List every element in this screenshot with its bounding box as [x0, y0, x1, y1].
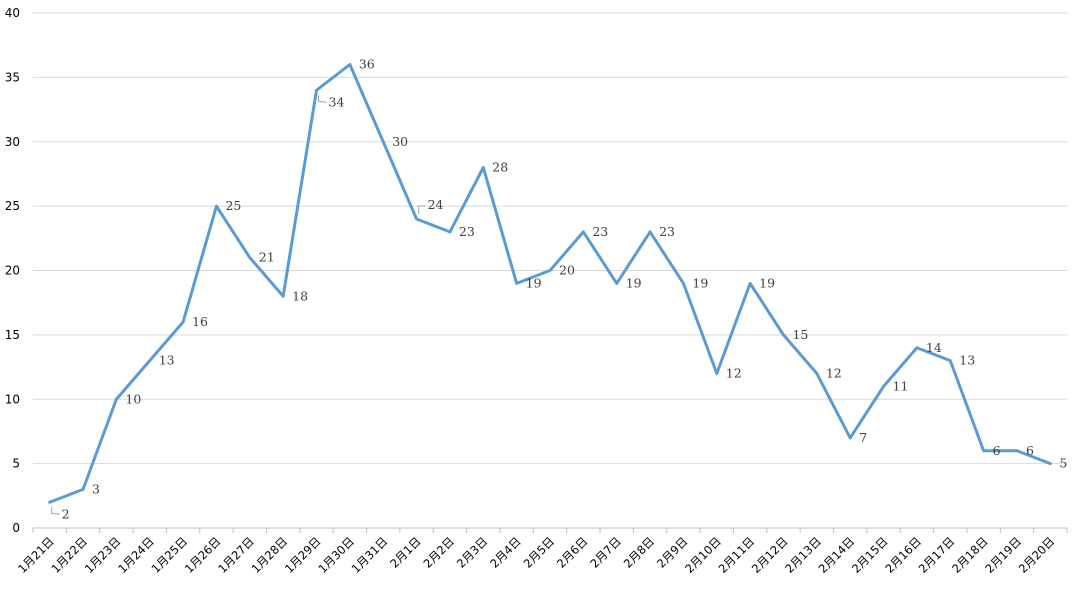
data-label: 6 [1026, 443, 1034, 458]
x-tick-label: 2月5日 [521, 534, 558, 571]
data-label: 15 [792, 327, 808, 342]
data-label: 11 [893, 378, 909, 393]
data-label: 19 [759, 275, 775, 290]
x-tick-label: 2月12日 [749, 534, 791, 576]
x-tick-label: 1月31日 [349, 534, 391, 576]
y-tick-label: 40 [5, 6, 20, 20]
series-line [48, 63, 1052, 504]
x-tick-label: 1月26日 [182, 534, 224, 576]
y-axis-tick-labels: 0 5 10 15 20 25 30 35 40 [5, 6, 20, 535]
x-tick-label: 2月16日 [882, 534, 924, 576]
data-label: 30 [392, 134, 408, 149]
y-tick-label: 0 [12, 521, 20, 535]
data-label: 19 [626, 275, 642, 290]
data-label: 2 [62, 506, 70, 521]
y-tick-label: 35 [5, 70, 20, 84]
x-tick-label: 2月18日 [949, 534, 991, 576]
x-tick-label: 1月22日 [48, 534, 90, 576]
x-tick-label: 1月21日 [15, 534, 57, 576]
x-tick-label: 2月8日 [621, 534, 658, 571]
data-label: 5 [1059, 456, 1067, 471]
leader-line [51, 507, 60, 515]
x-tick-label: 2月11日 [716, 534, 758, 576]
data-label: 19 [526, 275, 542, 290]
x-tick-label: 2月1日 [387, 534, 424, 571]
data-label: 3 [92, 481, 100, 496]
x-tick-label: 1月27日 [215, 534, 257, 576]
x-tick-label: 2月3日 [454, 534, 491, 571]
x-tick-label: 2月17日 [916, 534, 958, 576]
data-label: 12 [726, 366, 742, 381]
x-tick-label: 2月2日 [421, 534, 458, 571]
gridlines [33, 12, 1067, 465]
x-tick-label: 2月20日 [1016, 534, 1058, 576]
x-tick-label: 2月14日 [816, 534, 858, 576]
y-tick-label: 30 [5, 135, 20, 149]
x-tick-label: 1月30日 [315, 534, 357, 576]
x-tick-label: 1月29日 [282, 534, 324, 576]
data-label: 7 [859, 430, 867, 445]
y-tick-label: 5 [12, 457, 20, 471]
y-tick-label: 25 [5, 199, 20, 213]
data-label: 13 [159, 353, 175, 368]
series [48, 63, 1052, 504]
data-label: 23 [592, 224, 608, 239]
data-label: 21 [259, 250, 275, 265]
x-tick-label: 2月13日 [782, 534, 824, 576]
x-tick-label: 1月24日 [115, 534, 157, 576]
x-tick-label: 2月7日 [587, 534, 624, 571]
data-label: 23 [459, 224, 475, 239]
data-label: 23 [659, 224, 675, 239]
axes [32, 527, 1068, 533]
data-label: 34 [329, 94, 345, 109]
x-axis-tick-labels: 1月21日1月22日1月23日1月24日1月25日1月26日1月27日1月28日… [15, 534, 1057, 576]
x-tick-label: 2月4日 [487, 534, 524, 571]
leader-line [418, 205, 426, 214]
y-tick-label: 15 [5, 328, 20, 342]
x-tick-label: 1月28日 [249, 534, 291, 576]
x-tick-label: 1月23日 [82, 534, 124, 576]
data-labels: 2310131625211834363024232819202319231912… [51, 57, 1067, 521]
data-label: 18 [292, 288, 308, 303]
x-tick-label: 2月10日 [682, 534, 724, 576]
data-label: 24 [428, 197, 444, 212]
y-tick-label: 20 [5, 264, 20, 278]
x-tick-label: 2月19日 [982, 534, 1024, 576]
x-tick-label: 2月6日 [554, 534, 591, 571]
data-label: 28 [492, 160, 508, 175]
x-tick-label: 2月15日 [849, 534, 891, 576]
data-label: 6 [993, 443, 1001, 458]
data-label: 25 [225, 198, 241, 213]
data-label: 12 [826, 366, 842, 381]
data-label: 36 [359, 57, 375, 72]
data-label: 19 [692, 275, 708, 290]
y-tick-label: 10 [5, 392, 20, 406]
data-label: 16 [192, 314, 208, 329]
x-tick-label: 1月25日 [149, 534, 191, 576]
data-label: 13 [959, 353, 975, 368]
data-label: 20 [559, 263, 575, 278]
leader-line [318, 95, 327, 103]
data-label: 14 [926, 340, 942, 355]
data-label: 10 [125, 391, 141, 406]
